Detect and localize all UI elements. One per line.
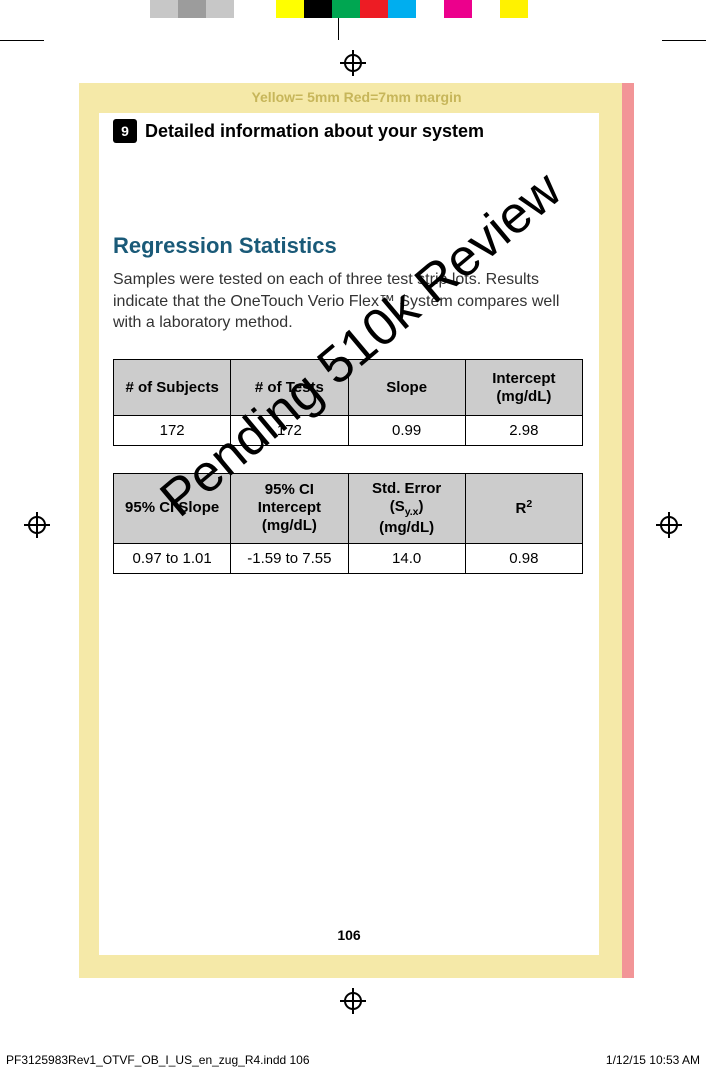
color-swatch [472, 0, 500, 18]
table-column-header: 95% CIIntercept(mg/dL) [231, 474, 348, 544]
registration-mark-icon [340, 50, 366, 76]
color-swatch [234, 0, 276, 18]
table-column-header: 95% CI Slope [114, 474, 231, 544]
print-footer: PF3125983Rev1_OTVF_OB_I_US_en_zug_R4.ind… [0, 1053, 706, 1067]
color-swatch [332, 0, 360, 18]
color-swatch [388, 0, 416, 18]
table-row: 0.97 to 1.01-1.59 to 7.5514.00.98 [114, 543, 583, 573]
table-column-header: # of Tests [231, 360, 348, 416]
table-column-header: Std. Error(Sy.x)(mg/dL) [348, 474, 465, 544]
table-header-row: 95% CI Slope95% CIIntercept(mg/dL)Std. E… [114, 474, 583, 544]
table-cell: 0.98 [465, 543, 582, 573]
color-swatch [150, 0, 178, 18]
section-number-badge: 9 [113, 119, 137, 143]
table-cell: 172 [114, 416, 231, 446]
color-swatch [304, 0, 332, 18]
crop-rule [0, 40, 44, 41]
table-cell: -1.59 to 7.55 [231, 543, 348, 573]
table-column-header: Slope [348, 360, 465, 416]
color-swatch [206, 0, 234, 18]
page-content: 9 Detailed information about your system… [99, 113, 599, 955]
print-color-bar [0, 0, 706, 18]
footer-timestamp: 1/12/15 10:53 AM [606, 1053, 700, 1067]
color-swatch [178, 0, 206, 18]
table-column-header: Intercept (mg/dL) [465, 360, 582, 416]
color-swatch [416, 0, 444, 18]
color-swatch [0, 0, 150, 18]
registration-mark-icon [340, 988, 366, 1014]
color-swatch [444, 0, 472, 18]
color-swatch [528, 0, 706, 18]
page-number: 106 [99, 927, 599, 943]
section-title: Detailed information about your system [145, 121, 484, 142]
color-swatch [360, 0, 388, 18]
subsection-heading: Regression Statistics [113, 233, 337, 259]
page-yellow-margin: Yellow= 5mm Red=7mm margin 9 Detailed in… [79, 83, 634, 978]
table-column-header: # of Subjects [114, 360, 231, 416]
regression-table-1: # of Subjects# of TestsSlopeIntercept (m… [113, 359, 583, 446]
crop-rule [662, 40, 706, 41]
table-cell: 172 [231, 416, 348, 446]
registration-mark-icon [24, 512, 50, 538]
table-cell: 0.99 [348, 416, 465, 446]
table-cell: 14.0 [348, 543, 465, 573]
table-cell: 0.97 to 1.01 [114, 543, 231, 573]
color-swatch [500, 0, 528, 18]
regression-table-2: 95% CI Slope95% CIIntercept(mg/dL)Std. E… [113, 473, 583, 574]
table-header-row: # of Subjects# of TestsSlopeIntercept (m… [114, 360, 583, 416]
margin-label: Yellow= 5mm Red=7mm margin [79, 89, 634, 105]
color-swatch [276, 0, 304, 18]
registration-mark-icon [656, 512, 682, 538]
body-paragraph: Samples were tested on each of three tes… [113, 269, 583, 334]
footer-file-path: PF3125983Rev1_OTVF_OB_I_US_en_zug_R4.ind… [6, 1053, 310, 1067]
table-row: 1721720.992.98 [114, 416, 583, 446]
table-column-header: R2 [465, 474, 582, 544]
page-red-margin [622, 83, 634, 978]
crop-rule [338, 18, 339, 40]
table-cell: 2.98 [465, 416, 582, 446]
